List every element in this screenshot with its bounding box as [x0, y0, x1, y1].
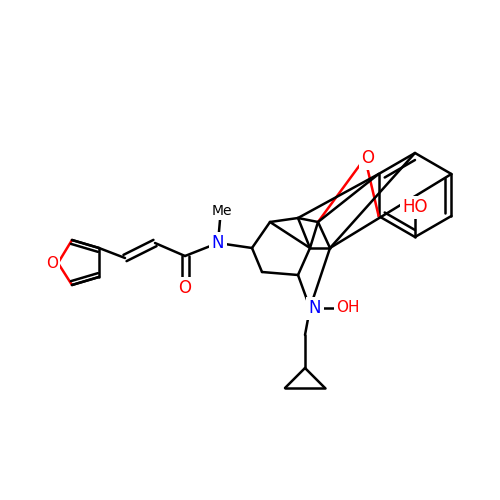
- Text: O: O: [362, 149, 374, 167]
- Text: OH: OH: [336, 300, 360, 316]
- Text: HO: HO: [402, 198, 428, 216]
- Text: Me: Me: [212, 204, 232, 218]
- Text: O: O: [178, 279, 192, 297]
- Text: N: N: [212, 234, 224, 252]
- Text: O: O: [46, 256, 58, 270]
- Text: N: N: [309, 299, 321, 317]
